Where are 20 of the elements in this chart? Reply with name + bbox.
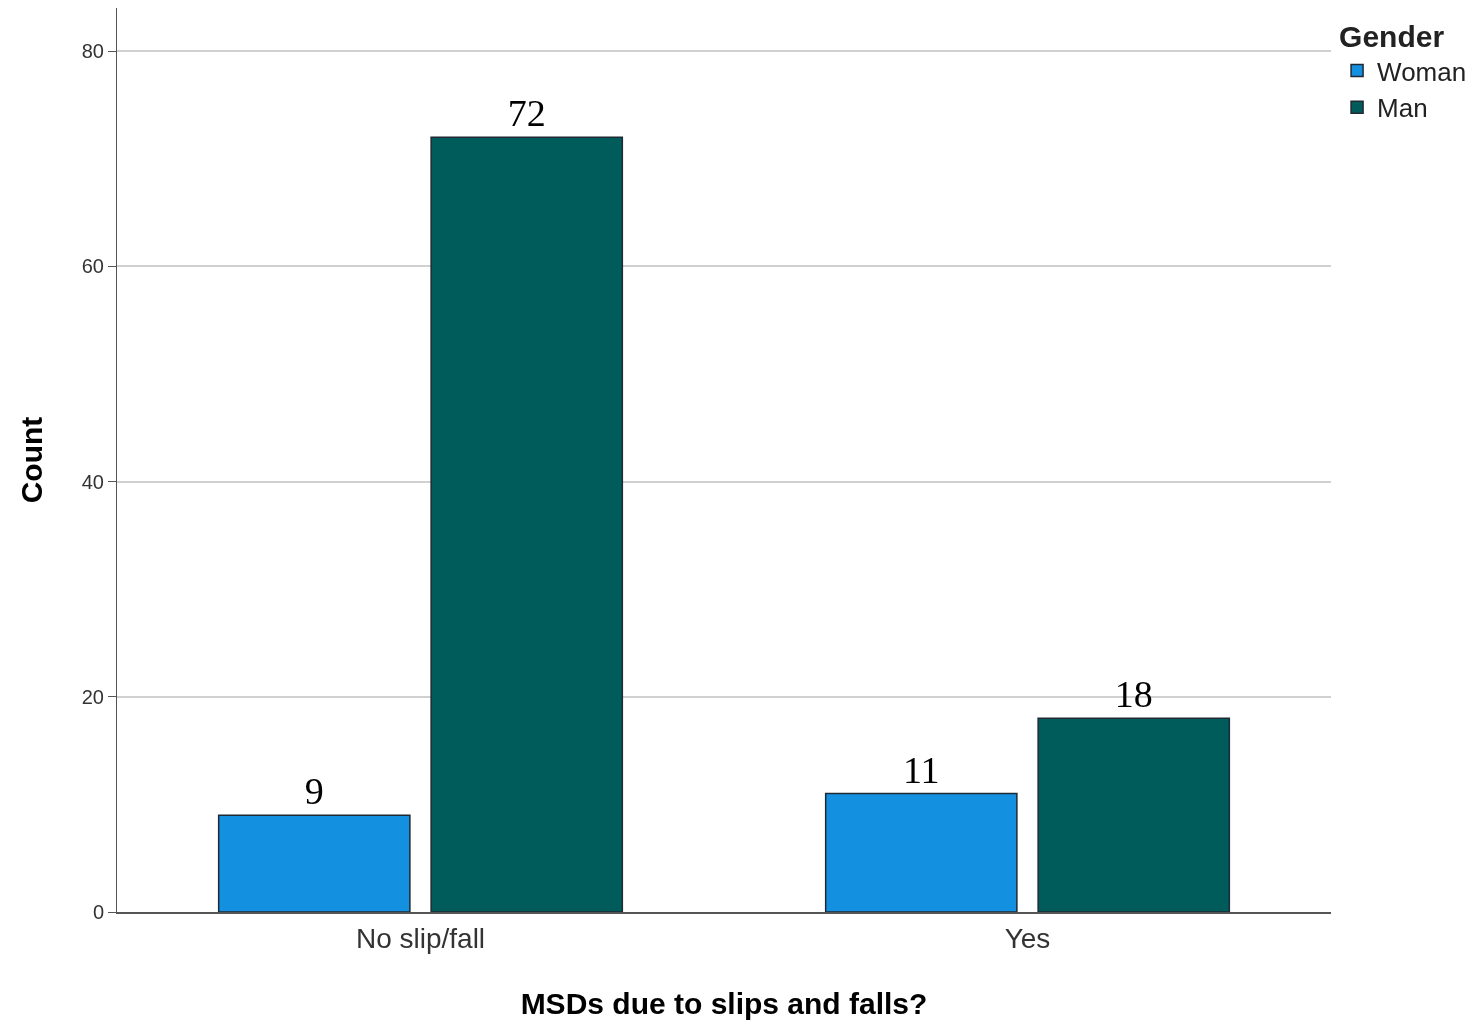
y-tick-label: 80	[81, 40, 104, 63]
bar	[217, 814, 411, 912]
legend-label: Woman	[1377, 56, 1467, 87]
x-axis-title: MSDs due to slips and falls?	[520, 986, 928, 1020]
data-label: 9	[304, 770, 324, 813]
bar	[1037, 717, 1231, 912]
y-tick-label: 40	[81, 470, 104, 493]
bar	[430, 136, 624, 912]
legend-label: Man	[1377, 93, 1428, 124]
bar	[824, 792, 1018, 912]
y-tick-label: 60	[81, 255, 104, 278]
data-label: 18	[1114, 673, 1153, 716]
data-label: 72	[507, 92, 546, 135]
y-tick-label: 0	[92, 901, 104, 923]
x-tick-label: No slip/fall	[355, 922, 486, 954]
y-tick-label: 20	[81, 685, 104, 708]
x-tick-label: Yes	[1004, 922, 1051, 954]
data-label: 11	[902, 748, 940, 791]
legend-title: Gender	[1339, 20, 1445, 53]
y-axis-title: Count	[14, 416, 48, 504]
